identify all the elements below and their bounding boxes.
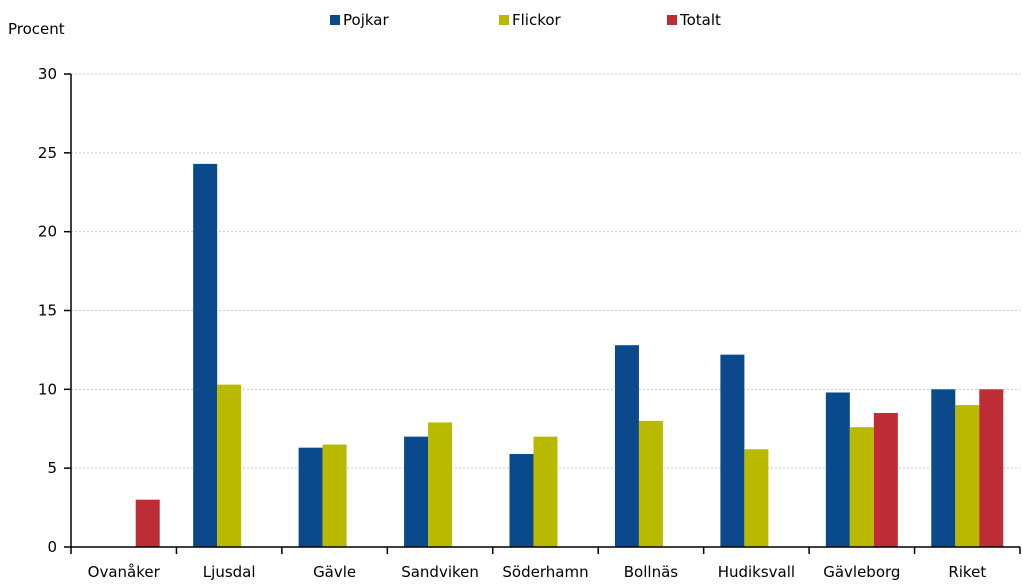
bar-flickor [638,420,663,547]
bar-totalt [979,389,1004,547]
legend-swatch [667,15,677,25]
bar-flickor [322,444,347,547]
x-category-label: Hudiksvall [718,563,795,581]
bar-flickor [744,449,769,547]
x-category-label: Ljusdal [203,563,256,581]
bar-flickor [849,427,874,547]
bar-flickor [217,384,242,547]
x-category-label: Söderhamn [502,563,588,581]
legend-swatch [330,15,340,25]
y-tick-label: 10 [38,380,57,398]
x-category-label: Sandviken [401,563,479,581]
x-category-label: Bollnäs [624,563,679,581]
bar-pojkar [193,163,218,547]
bar-pojkar [614,345,639,547]
bar-pojkar [825,392,850,547]
bar-pojkar [298,447,323,547]
legend-label: Totalt [679,11,721,29]
y-tick-label: 0 [47,538,57,556]
y-tick-label: 30 [38,65,57,83]
x-category-labels: Ovanåker Ljusdal Gävle Sandviken Söderhamn Bo… [88,563,987,581]
bar-flickor [533,436,558,547]
legend-label: Pojkar [343,11,389,29]
x-category-label: Ovanåker [88,563,161,581]
y-tick-label: 5 [47,459,57,477]
y-tick-label: 25 [38,144,57,162]
x-category-label: Gävleborg [823,563,900,581]
axes [64,73,1021,554]
bar-pojkar [404,436,429,547]
bar-pojkar [720,354,745,547]
bar-totalt [873,412,898,547]
y-tick-label: 20 [38,223,57,241]
y-tick-labels: 0 5 10 15 20 25 30 [38,65,57,556]
y-tick-label: 15 [38,302,57,320]
y-axis-label: Procent [8,20,65,38]
bar-flickor [428,422,453,547]
bar-pojkar [931,389,956,547]
bars [135,163,1004,547]
bar-flickor [955,405,980,547]
bar-pojkar [509,453,534,547]
legend-swatch [499,15,509,25]
x-category-label: Riket [948,563,986,581]
legend: Pojkar Flickor Totalt [330,11,721,29]
bar-totalt [135,499,160,547]
legend-label: Flickor [512,11,562,29]
x-category-label: Gävle [313,563,356,581]
